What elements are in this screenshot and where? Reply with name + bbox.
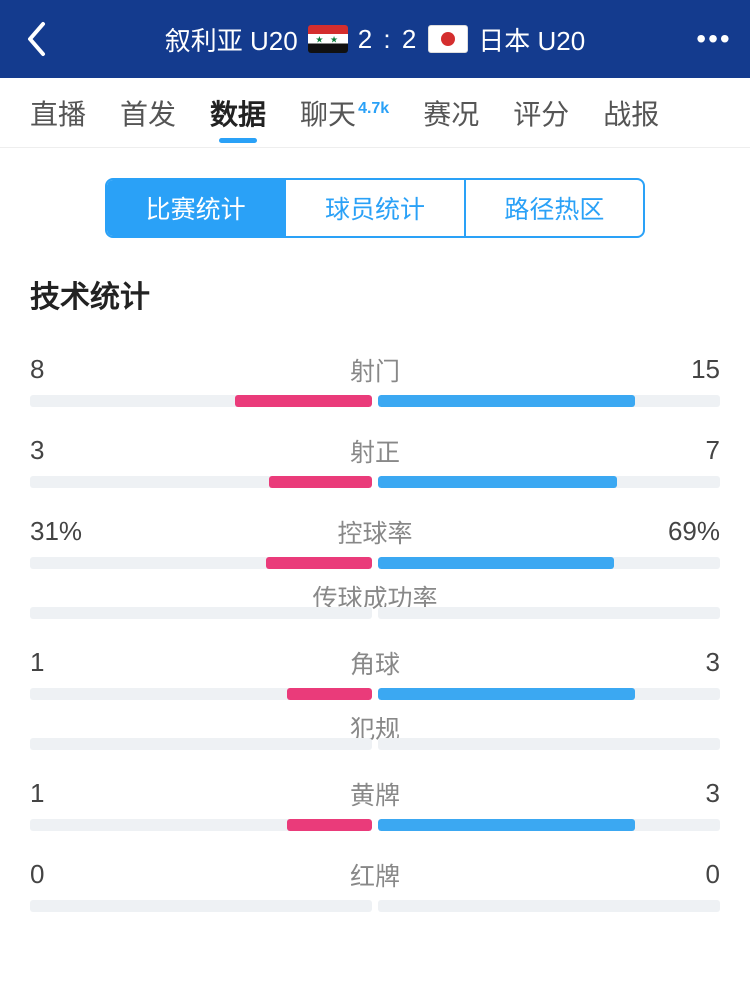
- subtab-bar: 比赛统计球员统计路径热区: [105, 178, 645, 238]
- stat-bar-left: [30, 819, 372, 831]
- tab-直播[interactable]: 直播: [30, 78, 86, 148]
- tab-评分[interactable]: 评分: [513, 78, 569, 148]
- tab-数据[interactable]: 数据: [210, 78, 266, 148]
- stat-value-right: 0: [700, 859, 720, 890]
- stat-label: 角球: [350, 645, 400, 681]
- stat-row: 3 射正 7: [30, 407, 720, 488]
- stat-bars: [30, 557, 720, 569]
- stat-value-right: 7: [700, 435, 720, 466]
- stat-bar-left: [30, 688, 372, 700]
- stat-bar-right: [378, 557, 720, 569]
- stat-value-left: 8: [30, 354, 50, 385]
- stat-bar-right: [378, 738, 720, 750]
- tab-聊天[interactable]: 聊天4.7k: [300, 78, 389, 148]
- stat-bar-left: [30, 557, 372, 569]
- stat-value-right: 3: [700, 778, 720, 809]
- subtab-球员统计[interactable]: 球员统计: [286, 180, 465, 236]
- stat-bar-left: [30, 607, 372, 619]
- stat-row: 0 红牌 0: [30, 831, 720, 912]
- stat-value-left: 1: [30, 647, 50, 678]
- stat-head: 8 射门 15: [30, 354, 720, 385]
- stat-bar-left: [30, 900, 372, 912]
- stat-row: 1 黄牌 3: [30, 750, 720, 831]
- stat-value-left: 0: [30, 859, 50, 890]
- stat-bar-left-fill: [266, 557, 372, 569]
- subtab-比赛统计[interactable]: 比赛统计: [107, 180, 286, 236]
- stat-head: 1 角球 3: [30, 647, 720, 678]
- tab-bar: 直播首发数据聊天4.7k 赛况评分战报: [0, 78, 750, 148]
- stat-bar-left-fill: [235, 395, 372, 407]
- more-icon: •••: [696, 23, 731, 55]
- home-team-name: 叙利亚 U20: [165, 21, 298, 58]
- stats-list: 8 射门 15 3 射正 7 31% 控球率 69% 传球成功率 1 角球 3 犯规 1 黄牌 3 0 红牌 0: [0, 326, 750, 912]
- stat-value-right: 3: [700, 647, 720, 678]
- stat-value-right: 69%: [668, 516, 720, 547]
- stat-bars: [30, 395, 720, 407]
- stat-bars: [30, 900, 720, 912]
- match-header: 叙利亚 U20 2 : 2 日本 U20 •••: [0, 0, 750, 78]
- stat-bar-right: [378, 395, 720, 407]
- stat-head: 31% 控球率 69%: [30, 516, 720, 547]
- more-button[interactable]: •••: [694, 23, 734, 55]
- away-team-flag-icon: [428, 25, 468, 53]
- stat-head: 1 黄牌 3: [30, 778, 720, 809]
- stat-label: 射正: [350, 433, 400, 469]
- chevron-left-icon: [25, 21, 47, 57]
- stat-bar-left: [30, 738, 372, 750]
- back-button[interactable]: [16, 19, 56, 59]
- stat-bar-right: [378, 688, 720, 700]
- stat-row: 传球成功率: [30, 569, 720, 619]
- stat-bar-left: [30, 476, 372, 488]
- match-score: 2 : 2: [358, 24, 419, 55]
- stat-value-left: 31%: [30, 516, 82, 547]
- stat-row: 31% 控球率 69%: [30, 488, 720, 569]
- stat-bar-left-fill: [287, 688, 373, 700]
- subtab-路径热区[interactable]: 路径热区: [466, 180, 643, 236]
- stat-bars: [30, 688, 720, 700]
- stat-value-left: 1: [30, 778, 50, 809]
- stat-head: 3 射正 7: [30, 435, 720, 466]
- stat-bar-left-fill: [287, 819, 373, 831]
- stat-label: 射门: [350, 352, 400, 388]
- away-team-name: 日本 U20: [478, 21, 585, 58]
- stat-bar-right-fill: [378, 395, 635, 407]
- stat-bar-right-fill: [378, 819, 635, 831]
- stat-value-left: 3: [30, 435, 50, 466]
- stat-bars: [30, 476, 720, 488]
- stat-row: 8 射门 15: [30, 326, 720, 407]
- stat-bar-right: [378, 476, 720, 488]
- tab-赛况[interactable]: 赛况: [423, 78, 479, 148]
- stat-bar-right-fill: [378, 688, 635, 700]
- stat-bar-left: [30, 395, 372, 407]
- stat-value-right: 15: [691, 354, 720, 385]
- stat-head: 0 红牌 0: [30, 859, 720, 890]
- stat-row: 1 角球 3: [30, 619, 720, 700]
- stat-bar-right-fill: [378, 476, 617, 488]
- stat-label: 黄牌: [350, 776, 400, 812]
- stat-label: 红牌: [350, 857, 400, 893]
- stat-label: 控球率: [337, 514, 412, 550]
- tab-首发[interactable]: 首发: [120, 78, 176, 148]
- section-title: 技术统计: [0, 238, 750, 326]
- tab-战报[interactable]: 战报: [603, 78, 659, 148]
- tab-badge: 4.7k: [358, 100, 389, 117]
- stat-bar-right-fill: [378, 557, 614, 569]
- stat-row: 犯规: [30, 700, 720, 750]
- stat-bar-left-fill: [269, 476, 372, 488]
- stat-bar-right: [378, 900, 720, 912]
- stat-bars: [30, 819, 720, 831]
- home-team-flag-icon: [308, 25, 348, 53]
- match-title: 叙利亚 U20 2 : 2 日本 U20: [56, 21, 694, 58]
- stat-bar-right: [378, 607, 720, 619]
- stat-bar-right: [378, 819, 720, 831]
